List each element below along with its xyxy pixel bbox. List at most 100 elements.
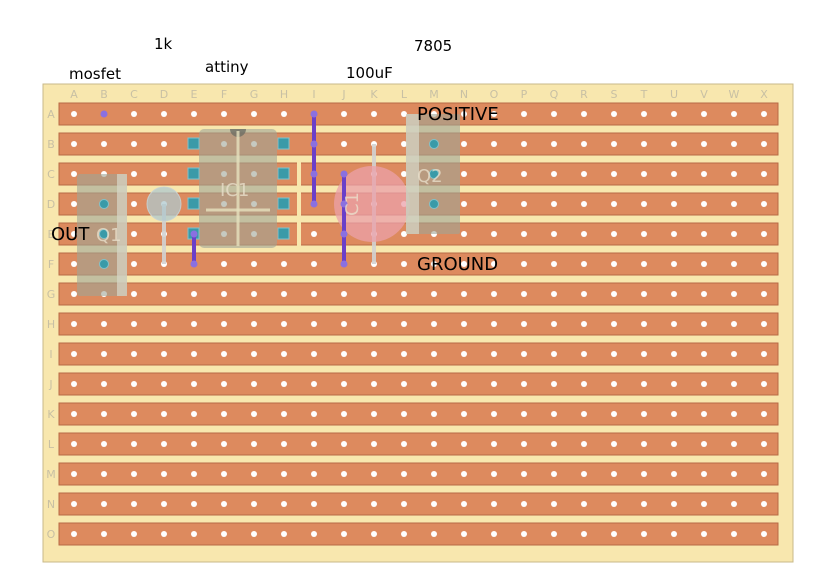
q1-label: Q1	[96, 225, 122, 246]
column-labels: A B C D E F G H I J K L M N O P Q R S T U V W X	[70, 88, 768, 101]
hole	[491, 141, 497, 147]
hole	[71, 411, 77, 417]
hole	[701, 381, 707, 387]
hole	[611, 261, 617, 267]
hole	[101, 141, 107, 147]
holes	[71, 111, 767, 537]
hole	[731, 471, 737, 477]
hole	[521, 321, 527, 327]
hole	[521, 471, 527, 477]
hole	[701, 531, 707, 537]
hole	[761, 441, 767, 447]
hole	[311, 501, 317, 507]
hole	[641, 381, 647, 387]
hole	[551, 141, 557, 147]
column-label: X	[760, 88, 768, 101]
hole	[671, 231, 677, 237]
hole	[761, 201, 767, 207]
hole	[641, 321, 647, 327]
copper-strip	[58, 252, 779, 276]
hole	[101, 411, 107, 417]
row-label: O	[47, 528, 56, 541]
hole	[671, 531, 677, 537]
hole	[461, 111, 467, 117]
hole	[311, 381, 317, 387]
hole	[551, 351, 557, 357]
q2-label: Q2	[417, 166, 443, 187]
hole	[461, 471, 467, 477]
hole	[221, 321, 227, 327]
hole	[611, 231, 617, 237]
row-label: G	[47, 288, 56, 301]
hole	[581, 411, 587, 417]
hole	[641, 411, 647, 417]
hole	[461, 321, 467, 327]
hole	[221, 441, 227, 447]
hole	[131, 411, 137, 417]
row-label: D	[47, 198, 55, 211]
row-label: B	[47, 138, 55, 151]
resistor-annotation: 1k	[154, 35, 173, 53]
wire-ends	[100, 110, 348, 268]
hole	[671, 291, 677, 297]
hole	[761, 411, 767, 417]
hole	[701, 501, 707, 507]
hole	[431, 531, 437, 537]
hole	[401, 411, 407, 417]
hole	[761, 231, 767, 237]
hole	[611, 321, 617, 327]
hole	[581, 231, 587, 237]
hole	[731, 201, 737, 207]
copper-strip	[58, 492, 779, 516]
hole	[401, 531, 407, 537]
hole	[581, 201, 587, 207]
hole	[611, 201, 617, 207]
hole	[281, 531, 287, 537]
resistor-body	[146, 186, 182, 222]
column-label: P	[521, 88, 528, 101]
hole	[371, 441, 377, 447]
hole	[551, 321, 557, 327]
hole	[131, 501, 137, 507]
hole	[461, 201, 467, 207]
hole	[491, 231, 497, 237]
hole	[521, 441, 527, 447]
hole	[461, 291, 467, 297]
hole	[161, 111, 167, 117]
hole	[491, 411, 497, 417]
hole	[191, 381, 197, 387]
hole	[461, 411, 467, 417]
hole	[491, 201, 497, 207]
hole	[131, 441, 137, 447]
column-label: T	[640, 88, 648, 101]
hole	[611, 441, 617, 447]
column-label: L	[401, 88, 408, 101]
hole	[431, 381, 437, 387]
column-label: U	[670, 88, 678, 101]
copper-strip	[58, 282, 779, 306]
hole	[491, 171, 497, 177]
hole	[71, 261, 77, 267]
hole	[581, 141, 587, 147]
hole	[731, 381, 737, 387]
hole	[671, 171, 677, 177]
strip-cut	[297, 160, 301, 186]
column-label: G	[250, 88, 259, 101]
hole	[581, 291, 587, 297]
hole	[371, 351, 377, 357]
hole	[71, 381, 77, 387]
hole	[581, 441, 587, 447]
row-label: I	[49, 348, 52, 361]
hole	[521, 291, 527, 297]
hole	[401, 381, 407, 387]
hole	[581, 471, 587, 477]
hole	[251, 471, 257, 477]
hole	[491, 261, 497, 267]
hole	[161, 441, 167, 447]
hole	[641, 501, 647, 507]
hole	[251, 261, 257, 267]
hole	[131, 231, 137, 237]
ic1-label: IC1	[220, 180, 249, 201]
hole	[731, 261, 737, 267]
